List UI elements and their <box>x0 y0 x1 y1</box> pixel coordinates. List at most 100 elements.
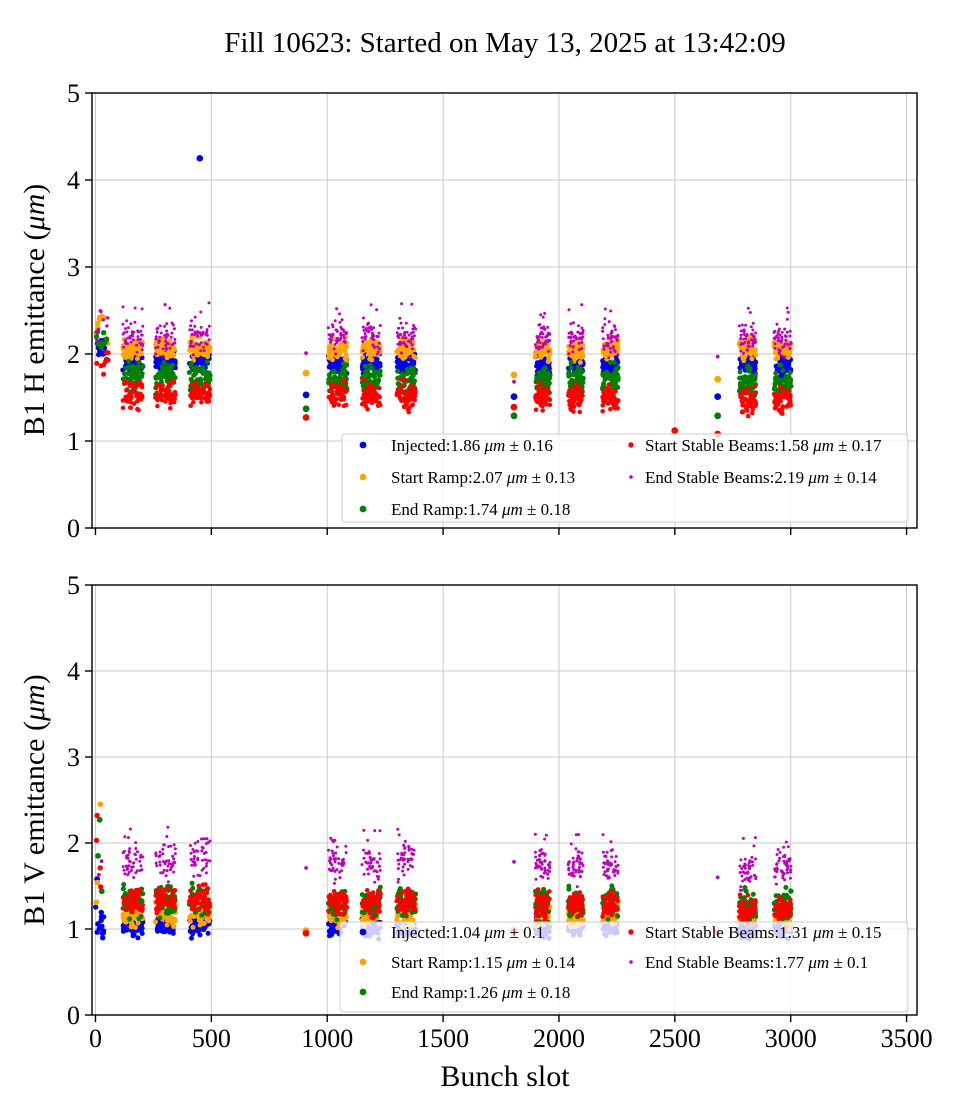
axes-border <box>91 92 918 529</box>
y-tick-label: 3 <box>67 253 80 282</box>
single-bunch-point <box>302 391 310 399</box>
series-end-stable-beams-points <box>97 825 793 892</box>
series-end-stable-beams-points <box>95 301 793 384</box>
legend-entry: End Ramp:1.26 μm ± 0.18 <box>359 983 570 1002</box>
first-cluster-point <box>94 812 100 819</box>
single-bunch-point <box>302 405 310 413</box>
legend-marker <box>629 960 633 964</box>
legend-label: End Ramp:1.74 μm ± 0.18 <box>391 500 570 519</box>
first-cluster-point <box>96 816 103 823</box>
x-tick-label: 500 <box>192 1024 231 1053</box>
single-bunch-point <box>304 351 308 355</box>
tick-labels: 0 1 2 3 4 5 0 500 1000 1500 2000 2500 3000 3500 <box>67 571 933 1053</box>
x-axis-label: Bunch slot <box>440 1060 570 1093</box>
first-cluster-point <box>97 801 104 808</box>
legend-label: End Stable Beams:1.77 μm ± 0.1 <box>645 953 868 972</box>
first-cluster-point <box>93 837 100 844</box>
subplot-b1h: 0 1 2 3 4 5 Injected:1.86 μm ± 0.16 Start Ramp:… <box>67 79 918 543</box>
y-tick-label: 5 <box>67 79 80 108</box>
y-tick-label: 2 <box>67 829 80 858</box>
legend-marker <box>359 988 367 996</box>
legend-marker <box>359 505 367 513</box>
legend-marker <box>359 441 367 449</box>
legend: Injected:1.04 μm ± 0.1 Start Ramp:1.15 μm… <box>339 921 909 1013</box>
legend-marker <box>628 929 634 935</box>
y-tick-label: 5 <box>67 571 80 600</box>
single-bunch-point <box>510 393 518 400</box>
single-bunch-point <box>512 379 516 384</box>
legend-label: End Stable Beams:2.19 μm ± 0.14 <box>645 468 877 487</box>
y-tick-label: 3 <box>67 743 80 772</box>
first-cluster-point <box>98 884 104 890</box>
legend-label: Start Ramp:1.15 μm ± 0.14 <box>391 953 576 972</box>
single-bunch-point <box>714 375 722 383</box>
single-bunch-point <box>714 412 722 420</box>
single-bunch-point <box>302 929 310 937</box>
legend-entry: Injected:1.86 μm ± 0.16 <box>359 436 553 455</box>
legend-entry: Start Ramp:1.15 μm ± 0.14 <box>359 953 576 972</box>
single-bunch-point <box>510 403 518 411</box>
first-cluster-point <box>97 865 103 871</box>
x-tick-label: 0 <box>89 1024 102 1053</box>
x-tick-label: 2500 <box>649 1024 701 1053</box>
x-tick-label: 1500 <box>417 1024 469 1053</box>
first-cluster-point <box>97 872 101 877</box>
single-bunch-point <box>671 427 679 434</box>
single-bunch-point <box>714 393 722 400</box>
axis-ticks <box>85 92 908 535</box>
single-bunch-point <box>302 414 310 421</box>
legend-entry: Start Stable Beams:1.58 μm ± 0.17 <box>628 436 882 455</box>
single-bunch-point <box>302 369 310 377</box>
y-tick-label: 2 <box>67 340 80 369</box>
legend-label: Start Stable Beams:1.58 μm ± 0.17 <box>645 436 882 455</box>
first-cluster-point <box>95 853 101 859</box>
legend-marker <box>359 958 367 966</box>
legend-label: Start Ramp:2.07 μm ± 0.13 <box>391 468 575 487</box>
legend-label: Injected:1.86 μm ± 0.16 <box>391 436 553 455</box>
x-tick-label: 1000 <box>301 1024 353 1053</box>
single-bunch-point <box>510 412 518 420</box>
y-tick-label: 1 <box>67 427 80 456</box>
series-start-stable-beams-points <box>94 349 794 438</box>
tick-labels: 0 1 2 3 4 5 <box>67 79 80 543</box>
axis-ticks <box>85 584 908 1022</box>
x-tick-label: 3500 <box>881 1024 933 1053</box>
legend-entry: Start Ramp:2.07 μm ± 0.13 <box>359 468 575 487</box>
single-bunch-point <box>715 875 720 880</box>
outlier-point <box>196 155 204 162</box>
legend-entry: Injected:1.04 μm ± 0.1 <box>359 923 544 942</box>
legend-label: Injected:1.04 μm ± 0.1 <box>391 923 544 942</box>
x-tick-label: 2000 <box>533 1024 585 1053</box>
legend-entry: Start Stable Beams:1.31 μm ± 0.15 <box>628 923 882 942</box>
legend-marker <box>359 473 367 481</box>
legend-marker <box>628 442 634 448</box>
y-tick-label: 4 <box>67 657 80 686</box>
y-tick-label: 0 <box>67 514 80 543</box>
first-cluster-point <box>99 859 104 863</box>
legend-label: Start Stable Beams:1.31 μm ± 0.15 <box>645 923 882 942</box>
axes-border <box>91 584 918 1016</box>
legend-box <box>341 433 909 523</box>
y-tick-label: 0 <box>67 1001 80 1030</box>
y-axis-label-b1h: B1 H emittance (μm) <box>18 184 51 437</box>
figure-title: Fill 10623: Started on May 13, 2025 at 1… <box>224 27 785 59</box>
legend-entry: End Ramp:1.74 μm ± 0.18 <box>359 500 570 519</box>
first-cluster-point <box>94 879 101 886</box>
legend-label: End Ramp:1.26 μm ± 0.18 <box>391 983 570 1002</box>
single-bunch-point <box>512 860 516 864</box>
subplot-b1v: 0 1 2 3 4 5 0 500 1000 1500 2000 2500 3000 3500 Inject… <box>67 571 933 1053</box>
y-axis-label-b1v: B1 V emittance (μm) <box>18 674 51 925</box>
single-bunch-point <box>510 371 518 379</box>
x-tick-label: 3000 <box>765 1024 817 1053</box>
legend-marker <box>629 475 633 479</box>
legend-box <box>339 921 909 1013</box>
legend-entry: End Stable Beams:2.19 μm ± 0.14 <box>629 468 877 487</box>
first-cluster-point <box>98 888 105 895</box>
legend-marker <box>359 928 367 936</box>
series-injected-points <box>94 155 794 400</box>
single-bunch-point <box>715 354 720 359</box>
y-tick-label: 1 <box>67 915 80 944</box>
legend: Injected:1.86 μm ± 0.16 Start Ramp:2.07 μ… <box>341 433 909 523</box>
